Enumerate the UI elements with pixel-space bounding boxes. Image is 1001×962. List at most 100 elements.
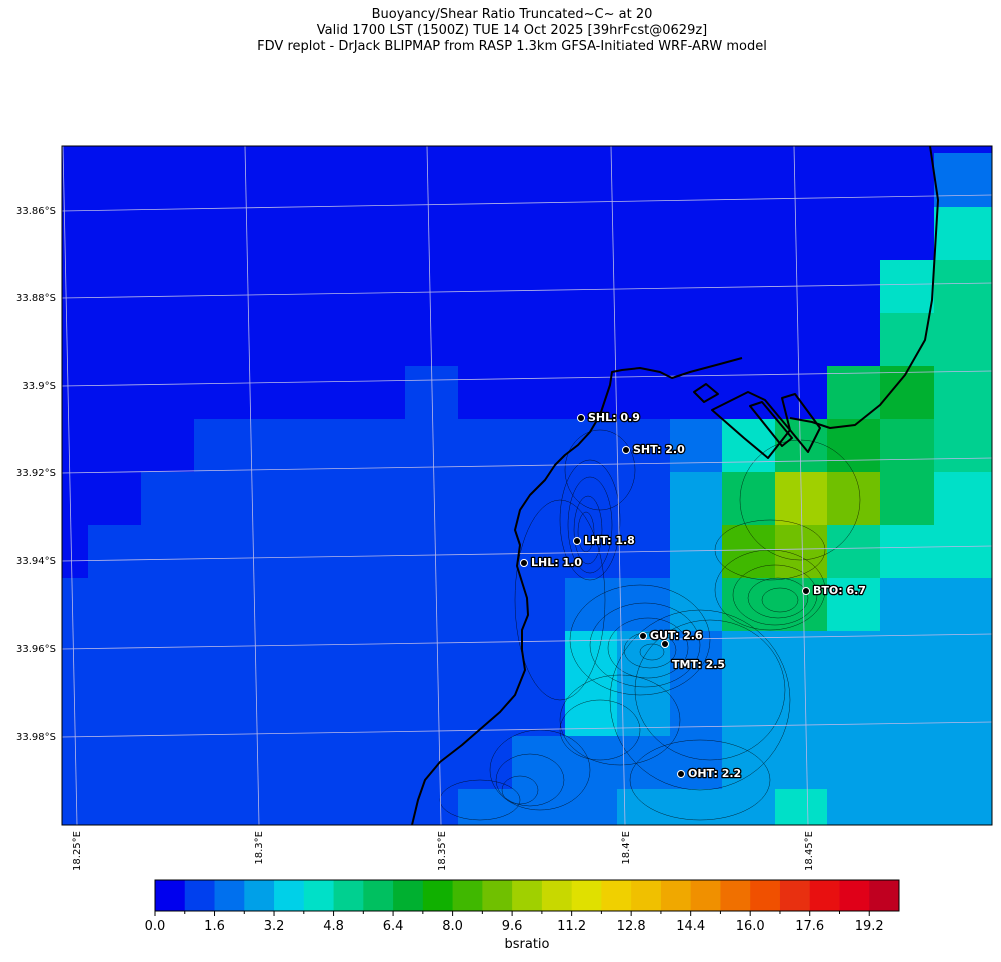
terrain-contours (439, 429, 861, 821)
station-bto[interactable]: BTO: 6.7 (802, 583, 867, 598)
colorbar-ticks (154, 911, 870, 916)
colorbar-swatch (750, 880, 781, 911)
colorbar-tick-label: 4.8 (323, 919, 344, 934)
station-lht[interactable]: LHT: 1.8 (573, 533, 636, 548)
lon-label: 18.4°E (621, 831, 632, 865)
ratio-grid-cell (827, 366, 880, 419)
station-marker[interactable] (661, 640, 669, 648)
colorbar-tick-label: 16.0 (736, 919, 765, 934)
colorbar-swatch (541, 880, 573, 911)
ratio-grid-cell (827, 578, 880, 631)
colorbar-tick-label: 14.4 (676, 919, 705, 934)
ratio-grid-cell (722, 736, 775, 789)
colorbar-frame (154, 879, 900, 912)
ratio-grid-cell (722, 578, 827, 631)
colorbar-swatch (809, 880, 840, 911)
ratio-grid-cell (827, 472, 880, 525)
lon-label: 18.3°E (254, 831, 265, 865)
lat-label: 33.98°S (16, 732, 56, 743)
colorbar-tick-label: 12.8 (617, 919, 646, 934)
station-lhl[interactable]: LHL: 1.0 (520, 555, 584, 570)
ratio-grid-cell (880, 313, 992, 366)
station-label: SHL: 0.9 (588, 411, 640, 424)
colorbar-tick-label: 8.0 (442, 919, 463, 934)
colorbar-swatch (839, 880, 870, 911)
station-marker[interactable] (577, 414, 585, 422)
station-marker[interactable] (677, 770, 685, 778)
lon-label: 18.45°E (804, 831, 815, 871)
ratio-grid-cell (722, 631, 992, 736)
colorbar-tick-label: 19.2 (855, 919, 884, 934)
lat-label: 33.96°S (16, 644, 56, 655)
ratio-grid-cell (827, 525, 880, 578)
station-shl[interactable]: SHL: 0.9 (577, 410, 641, 425)
colorbar-swatch (363, 880, 394, 911)
lon-label: 18.25°E (72, 831, 83, 871)
lat-label: 33.88°S (16, 293, 56, 304)
colorbar-swatch (571, 880, 602, 911)
colorbar-label: bsratio (505, 937, 550, 952)
station-label: SHT: 2.0 (633, 443, 685, 456)
station-marker[interactable] (802, 587, 810, 595)
station-sht[interactable]: SHT: 2.0 (622, 442, 686, 457)
ratio-grid-cell (722, 419, 775, 472)
ratio-grid-cell (880, 419, 934, 472)
colorbar-swatch (422, 880, 454, 911)
colorbar-swatch (333, 880, 364, 911)
ratio-grid-cell (670, 684, 722, 736)
station-label: LHL: 1.0 (531, 556, 582, 569)
colorbar-swatch (452, 880, 483, 911)
ratio-grid-cell (880, 525, 934, 578)
ratio-grid-cell (880, 578, 992, 631)
colorbar-swatch (303, 880, 335, 911)
station-marker[interactable] (622, 446, 630, 454)
colorbar-tick-labels: 0.0 1.6 3.2 4.8 6.4 8.0 9.6 11.2 12.8 14.4 16.0 17.… (145, 919, 884, 934)
station-tmt[interactable]: TMT: 2.5 (661, 640, 726, 672)
colorbar-tick-label: 0.0 (145, 919, 166, 934)
station-oht[interactable]: OHT: 2.2 (677, 766, 742, 781)
colorbar-swatch (869, 880, 900, 911)
ratio-grid-cell (880, 472, 934, 525)
ratio-grid-cell (934, 366, 992, 419)
map-title-line1: Buoyancy/Shear Ratio Truncated~C~ at 20 (371, 7, 653, 22)
ratio-grid-cell (722, 472, 775, 525)
latitude-labels: 33.86°S 33.88°S 33.9°S 33.92°S 33.94°S 3… (16, 206, 56, 743)
ratio-grid-cell (670, 631, 722, 684)
colorbar-swatch (690, 880, 721, 911)
colorbar-tick-label: 9.6 (502, 919, 523, 934)
station-marker[interactable] (639, 632, 647, 640)
ratio-grid-cell (775, 525, 827, 578)
map-title-line3: FDV replot - DrJack BLIPMAP from RASP 1.… (257, 39, 767, 54)
colorbar-swatch (720, 880, 751, 911)
lon-label: 18.35°E (437, 831, 448, 871)
station-markers: SHL: 0.9 SHT: 2.0 LHT: 1.8 LHL: 1.0 BTO:… (520, 410, 867, 781)
station-marker[interactable] (573, 537, 581, 545)
ratio-grid-cell (880, 366, 934, 419)
colorbar-tick-label: 11.2 (557, 919, 586, 934)
colorbar-swatch (274, 880, 305, 911)
station-label: GUT: 2.6 (650, 629, 703, 642)
ratio-grid-cell (880, 260, 934, 313)
station-gut[interactable]: GUT: 2.6 (639, 628, 704, 643)
colorbar-swatch (482, 880, 513, 911)
ratio-grid-cell (934, 260, 992, 313)
ratio-grid-cell (670, 578, 722, 631)
colorbar-swatch (660, 880, 692, 911)
colorbar-tick-label: 17.6 (795, 919, 824, 934)
graticule (62, 146, 992, 825)
colorbar-swatch (601, 880, 632, 911)
colorbar-swatch (631, 880, 662, 911)
ratio-grid-cell (512, 736, 722, 789)
ratio-cell-layer (62, 153, 992, 825)
station-label: OHT: 2.2 (688, 767, 741, 780)
station-marker[interactable] (520, 559, 528, 567)
colorbar-tick-label: 6.4 (383, 919, 404, 934)
colorbar-swatch (155, 880, 186, 911)
lat-label: 33.9°S (22, 381, 56, 392)
longitude-labels: 18.25°E 18.3°E 18.35°E 18.4°E 18.45°E (72, 831, 815, 871)
map-frame (61, 145, 993, 826)
colorbar-tick-label: 1.6 (204, 919, 225, 934)
station-label: TMT: 2.5 (672, 658, 725, 671)
ratio-grid-cell (934, 153, 992, 207)
